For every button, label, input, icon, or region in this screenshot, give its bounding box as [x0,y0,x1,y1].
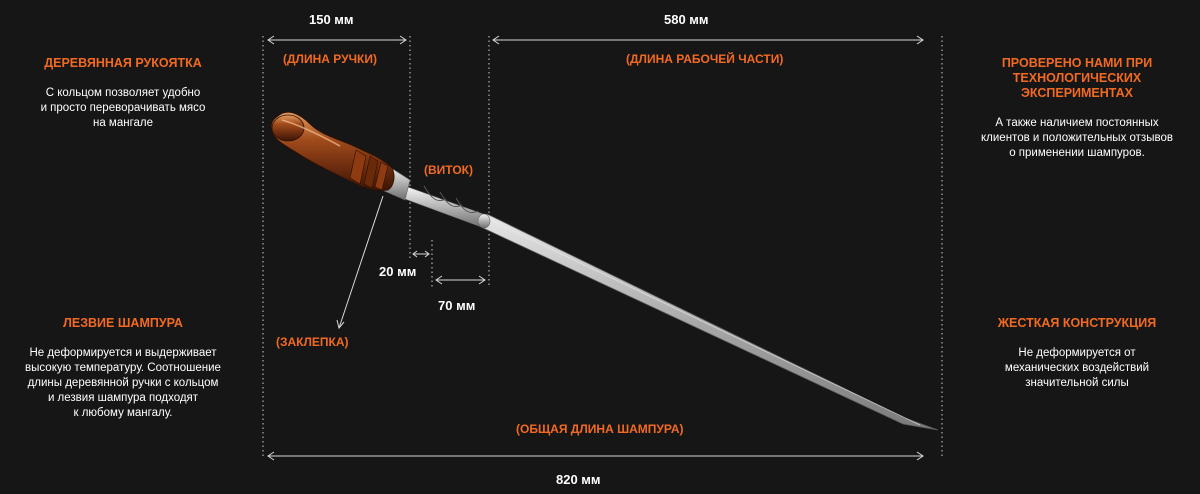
feature-blade-title: ЛЕЗВИЕ ШАМПУРА [63,316,183,330]
feature-rigid-title: ЖЕСТКАЯ КОНСТРУКЦИЯ [997,316,1157,330]
note-work-length: (ДЛИНА РАБОЧЕЙ ЧАСТИ) [626,52,784,66]
dimension-work-length: 580 мм [664,12,709,27]
feature-handle-title: ДЕРЕВЯННАЯ РУКОЯТКА [44,56,202,70]
feature-blade-desc: Не деформируется и выдерживает высокую т… [25,347,221,419]
feature-rigid-desc: Не деформируется от механических воздейс… [1004,347,1150,389]
rivet-pointer-line [338,195,384,329]
skewer-handle [270,111,395,191]
feature-handle-desc: С кольцом позволяет удобно и просто пере… [40,87,206,129]
dimension-twist-gap: 20 мм [379,264,417,279]
feature-tested-desc: А также наличием постоянных клиентов и п… [981,117,1173,159]
feature-handle: ДЕРЕВЯННАЯ РУКОЯТКА С кольцом позволяет … [18,56,228,131]
dimension-arrows [267,35,924,461]
feature-tested: ПРОВЕРЕНО НАМИ ПРИ ТЕХНОЛОГИЧЕСКИХ ЭКСПЕ… [960,56,1194,161]
note-rivet: (ЗАКЛЕПКА) [276,335,349,349]
note-twist: (ВИТОК) [424,163,473,177]
feature-tested-title: ПРОВЕРЕНО НАМИ ПРИ ТЕХНОЛОГИЧЕСКИХ ЭКСПЕ… [1001,56,1153,100]
feature-rigid: ЖЕСТКАЯ КОНСТРУКЦИЯ Не деформируется от … [970,316,1184,391]
dimension-handle-length: 150 мм [309,12,354,27]
dimension-twist-length: 70 мм [438,298,476,313]
skewer-twist [404,185,491,229]
note-total-length: (ОБЩАЯ ДЛИНА ШАМПУРА) [516,422,684,436]
dimension-total-length: 820 мм [556,472,601,487]
feature-blade: ЛЕЗВИЕ ШАМПУРА Не деформируется и выдерж… [8,316,238,421]
guide-lines [262,36,943,458]
note-handle-length: (ДЛИНА РУЧКИ) [283,52,377,66]
skewer-blade [482,213,939,431]
